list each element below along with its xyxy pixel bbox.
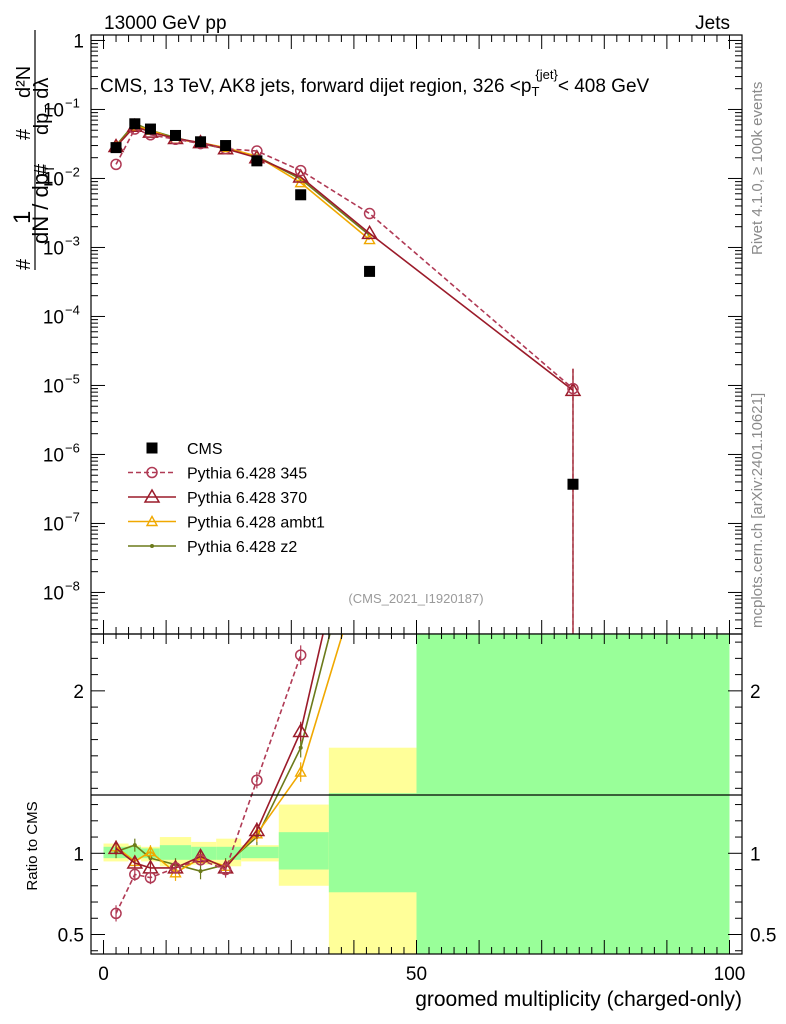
main-y-tick-label: 10−6 xyxy=(43,440,80,466)
ratio-point-p370 xyxy=(292,722,310,738)
legend-marker xyxy=(145,515,159,527)
main-y-tick-label: 10−5 xyxy=(43,371,80,397)
main-y-axis-label: 1 dN / dpT d²N dpTdλ # # # xyxy=(9,30,57,270)
legend-item-p345: Pythia 6.428 345 xyxy=(128,466,307,483)
x-tick-label: 100 xyxy=(714,964,746,985)
ratio-point-p370 xyxy=(248,822,266,837)
ratio-band-inner xyxy=(278,832,329,870)
ylabel-d2n: d²N xyxy=(13,66,35,98)
ylabel-dn-dpt: dN / dpT xyxy=(28,164,57,244)
main-point-p345 xyxy=(294,164,307,177)
legend-marker xyxy=(146,466,158,479)
legend-marker xyxy=(143,488,161,503)
side-label-rivet: Rivet 4.1.0, ≥ 100k events xyxy=(749,82,766,255)
ratio-point-ambt1 xyxy=(144,845,157,857)
ratio-point-p345 xyxy=(129,868,141,881)
chart-title: CMS, 13 TeV, AK8 jets, forward dijet reg… xyxy=(100,67,650,99)
ratio-point-p345 xyxy=(144,871,157,884)
header-left: 13000 GeV pp xyxy=(104,13,227,34)
ylabel-dpt-dlambda: dpTdλ xyxy=(31,78,57,135)
main-point-p370 xyxy=(292,168,310,183)
main-point-p345 xyxy=(363,207,376,220)
ratio-point-p345 xyxy=(169,862,182,874)
ratio-band-inner xyxy=(128,846,142,859)
main-point-cms xyxy=(129,118,141,130)
legend-label: Pythia 6.428 345 xyxy=(187,466,307,483)
ratio-y-tick-label: 1 xyxy=(73,844,84,865)
ratio-point-z2 xyxy=(198,869,203,874)
legend-label: Pythia 6.428 370 xyxy=(187,490,307,507)
main-y-tick-label: 10−2 xyxy=(43,164,80,190)
main-point-p345 xyxy=(110,158,122,171)
main-series-line-ambt1 xyxy=(115,124,371,241)
main-point-cms xyxy=(110,142,122,154)
ratio-point-ambt1 xyxy=(365,540,375,549)
ratio-band-inner xyxy=(416,634,730,954)
ratio-point-p345 xyxy=(194,854,207,866)
analysis-watermark: (CMS_2021_I1920187) xyxy=(348,591,483,606)
ratio-point-z2 xyxy=(298,745,303,750)
main-point-cms xyxy=(144,123,156,135)
ratio-band-inner xyxy=(328,793,417,893)
ratio-point-z2 xyxy=(132,843,137,848)
main-point-cms xyxy=(251,155,263,167)
ratio-point-z2 xyxy=(368,478,372,482)
ratio-y-tick-label: 2 xyxy=(73,682,84,703)
main-series-line-z2 xyxy=(115,122,371,236)
main-y-tick-label: 10−8 xyxy=(43,578,80,604)
ratio-band-inner xyxy=(159,845,192,860)
main-point-cms xyxy=(364,265,376,277)
ratio-y-tick-label-right: 0.5 xyxy=(750,926,776,947)
main-point-cms xyxy=(195,136,207,148)
x-tick-label: 50 xyxy=(406,964,427,985)
legend: CMS Pythia 6.428 345 Pythia 6.428 370 Pythi… xyxy=(128,441,325,556)
legend-marker xyxy=(150,544,154,548)
main-point-cms xyxy=(170,129,182,141)
ratio-point-p370 xyxy=(363,424,377,436)
x-tick-label: 0 xyxy=(98,964,109,985)
ylabel-hash-1: # xyxy=(13,258,35,270)
main-y-tick-label: 10−3 xyxy=(43,233,80,259)
header-right: Jets xyxy=(695,13,730,34)
ratio-y-axis-label: Ratio to CMS xyxy=(24,801,41,890)
ratio-point-p370 xyxy=(107,839,125,855)
legend-label: Pythia 6.428 z2 xyxy=(187,539,297,556)
main-point-p345 xyxy=(567,382,579,395)
legend-label: CMS xyxy=(187,441,223,458)
legend-item-ambt1: Pythia 6.428 ambt1 xyxy=(128,515,325,532)
legend-item-cms: CMS xyxy=(146,441,223,458)
ratio-point-ambt1 xyxy=(294,765,307,777)
main-y-tick-label: 1 xyxy=(73,31,84,52)
legend-item-z2: Pythia 6.428 z2 xyxy=(128,539,297,556)
ratio-point-p345 xyxy=(251,774,263,786)
x-axis-label: groomed multiplicity (charged-only) xyxy=(415,988,742,1011)
ratio-point-p345 xyxy=(219,863,232,876)
ratio-y-tick-label-right: 1 xyxy=(750,844,761,865)
ylabel-hash-3: # xyxy=(31,163,53,175)
ylabel-hash-2: # xyxy=(13,128,35,140)
ratio-series-line-p345 xyxy=(115,654,302,914)
legend-item-p370: Pythia 6.428 370 xyxy=(128,488,307,507)
legend-marker xyxy=(146,442,158,454)
main-series-line-p345 xyxy=(115,128,574,390)
ratio-band-inner xyxy=(241,846,279,859)
main-series-line-p370 xyxy=(115,125,574,391)
ratio-point-p345 xyxy=(110,907,122,920)
main-point-p370 xyxy=(564,381,582,397)
main-y-tick-label: 10−4 xyxy=(43,302,80,328)
main-y-tick-label: 10−1 xyxy=(43,95,80,121)
ylabel-one: 1 xyxy=(9,211,36,224)
legend-label: Pythia 6.428 ambt1 xyxy=(187,515,325,532)
main-point-p370 xyxy=(361,224,378,240)
side-label-mcplots: mcplots.cern.ch [arXiv:2401.10621] xyxy=(749,393,766,628)
ratio-y-tick-label-right: 2 xyxy=(750,682,761,703)
ratio-point-p345 xyxy=(294,649,307,661)
main-y-tick-label: 10−7 xyxy=(43,509,80,535)
main-point-cms xyxy=(295,189,307,201)
ratio-plot-frame xyxy=(90,633,743,955)
main-point-cms xyxy=(567,478,579,490)
main-point-cms xyxy=(220,140,232,152)
ratio-y-tick-label: 0.5 xyxy=(58,926,84,947)
